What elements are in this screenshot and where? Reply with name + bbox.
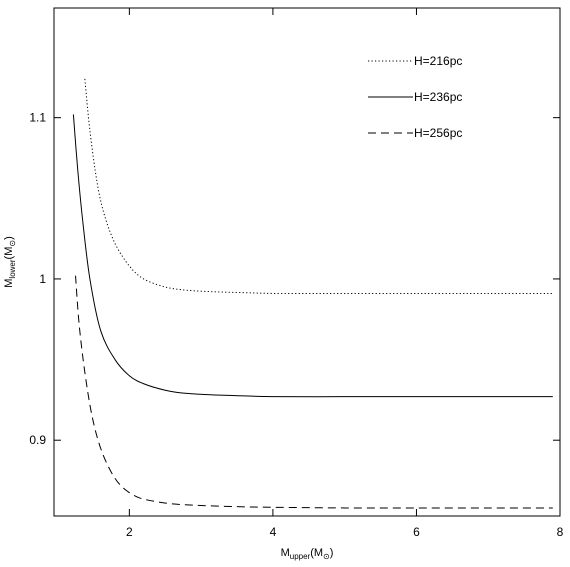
legend-label: H=216pc (414, 54, 462, 68)
legend-label: H=256pc (414, 126, 462, 140)
plot-frame (53, 7, 561, 517)
series-line-dotted (84, 78, 553, 295)
x-tick-label: 8 (557, 525, 564, 539)
legend-label: H=236pc (414, 90, 462, 104)
y-axis-label-main: M (3, 279, 15, 288)
x-axis-label-sub: upper (290, 552, 311, 561)
y-axis-label: Mlower(M⊙) (3, 236, 17, 288)
series-layer (72, 78, 553, 509)
series-line-solid (72, 114, 553, 398)
x-axis-label: Mupper(M⊙) (281, 547, 334, 561)
axes: 2 4 6 8 0.9 1 1.1 (29, 8, 564, 539)
y-axis-label-sun-symbol: ⊙ (8, 240, 17, 247)
x-axis-label-unit-close: ) (330, 547, 334, 559)
y-tick-label: 1.1 (29, 111, 46, 125)
y-axis-label-unit-open: (M (3, 247, 15, 260)
x-tick-label: 2 (126, 525, 133, 539)
y-axis-label-unit-close: ) (3, 236, 15, 240)
y-tick-label: 1 (39, 272, 46, 286)
x-axis-label-main: M (281, 547, 290, 559)
y-tick-label: 0.9 (29, 433, 46, 447)
x-tick-label: 6 (413, 525, 420, 539)
y-axis-label-sub: lower (8, 259, 17, 278)
x-tick-label: 4 (270, 525, 277, 539)
x-axis-label-unit-open: (M (310, 547, 323, 559)
series-line-dashed (75, 275, 553, 509)
legend: H=216pc H=236pc H=256pc (368, 54, 462, 140)
x-axis-label-sun-symbol: ⊙ (323, 552, 330, 561)
